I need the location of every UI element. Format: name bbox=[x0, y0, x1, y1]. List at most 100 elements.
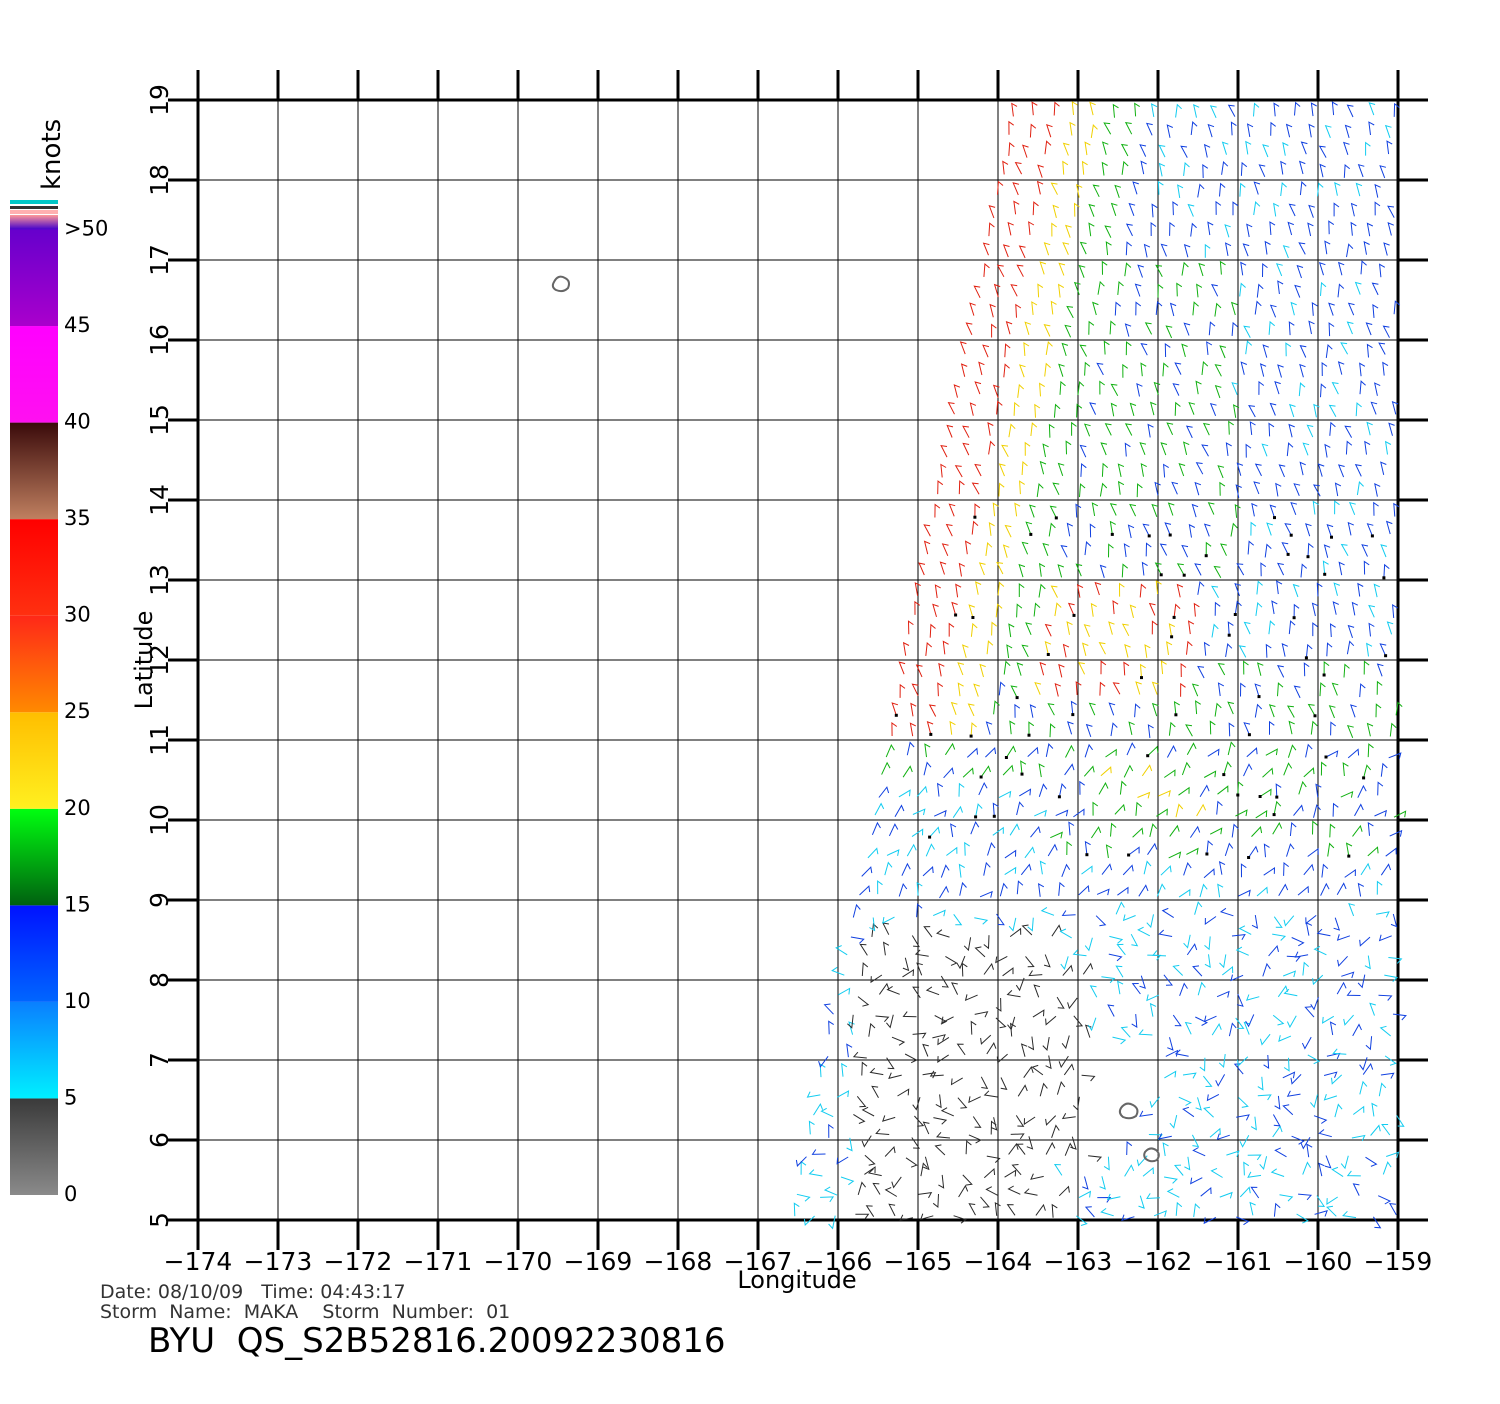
rain-flag-marker bbox=[1258, 795, 1262, 798]
wind-barb bbox=[1018, 245, 1026, 259]
wind-barb bbox=[957, 682, 964, 697]
rain-flag-marker bbox=[1330, 535, 1333, 539]
wind-barb bbox=[938, 1174, 945, 1189]
wind-barb bbox=[974, 381, 982, 395]
wind-barb bbox=[964, 994, 978, 1002]
wind-barb bbox=[1105, 844, 1113, 859]
wind-barb bbox=[1277, 364, 1284, 378]
wind-barb bbox=[1018, 364, 1026, 378]
wind-barb bbox=[1096, 888, 1110, 896]
wind-barb bbox=[1283, 915, 1295, 927]
wind-barb bbox=[929, 826, 940, 838]
wind-barb bbox=[934, 584, 941, 599]
wind-barb bbox=[958, 782, 965, 797]
wind-barb bbox=[1280, 160, 1287, 175]
wind-barb bbox=[1136, 382, 1143, 397]
wind-barb bbox=[1126, 742, 1136, 756]
wind-barb bbox=[1047, 703, 1055, 716]
wind-barb bbox=[1166, 422, 1174, 436]
wind-barb bbox=[1300, 141, 1308, 155]
wind-barb bbox=[884, 1146, 896, 1157]
wind-barb bbox=[1139, 144, 1147, 157]
latitude-tick-label: 10 bbox=[145, 804, 174, 836]
rain-flag-marker bbox=[1257, 695, 1261, 699]
wind-barb bbox=[1209, 1127, 1221, 1138]
wind-barb bbox=[1217, 662, 1226, 676]
rain-flag-marker bbox=[954, 613, 958, 617]
wind-barb bbox=[1028, 721, 1035, 736]
wind-barb bbox=[1038, 583, 1046, 598]
wind-barb bbox=[1211, 585, 1219, 598]
wind-barb bbox=[938, 662, 945, 677]
wind-barb bbox=[1139, 1110, 1153, 1117]
wind-barb bbox=[1058, 783, 1067, 797]
wind-barb bbox=[1262, 344, 1269, 358]
wind-barb bbox=[1005, 320, 1013, 335]
wind-barb bbox=[1371, 1102, 1378, 1117]
wind-barb bbox=[1353, 1105, 1365, 1115]
wind-barb bbox=[1121, 623, 1130, 637]
wind-barb bbox=[1333, 917, 1341, 931]
wind-barb bbox=[1062, 160, 1069, 175]
wind-barb bbox=[1294, 101, 1301, 116]
wind-barb bbox=[1249, 1201, 1256, 1216]
wind-barb bbox=[840, 1176, 855, 1186]
wind-barb bbox=[1200, 1186, 1212, 1197]
wind-barb bbox=[1290, 1074, 1302, 1085]
wind-barb bbox=[1121, 563, 1129, 578]
wind-barb bbox=[1337, 261, 1345, 276]
wind-barb bbox=[978, 562, 986, 576]
colorbar-tick-label: 15 bbox=[64, 892, 91, 916]
wind-barb bbox=[1165, 1049, 1179, 1057]
wind-barb bbox=[1008, 623, 1015, 638]
wind-barb bbox=[1073, 808, 1085, 818]
rain-flag-marker bbox=[1304, 656, 1308, 660]
wind-barb bbox=[1247, 1171, 1262, 1178]
wind-barb bbox=[1080, 463, 1087, 477]
wind-barb bbox=[1037, 164, 1044, 178]
longitude-tick-label: −169 bbox=[564, 1247, 633, 1276]
wind-barb bbox=[1231, 382, 1239, 395]
rain-flag-marker bbox=[1227, 633, 1231, 637]
wind-barb bbox=[1236, 462, 1244, 476]
wind-barb bbox=[1126, 1140, 1133, 1156]
wind-barb bbox=[952, 805, 963, 818]
wind-barb bbox=[1239, 1186, 1251, 1198]
wind-barb bbox=[902, 957, 910, 972]
wind-barb bbox=[1307, 703, 1316, 717]
wind-barb bbox=[1135, 801, 1142, 816]
wind-barb bbox=[945, 955, 958, 966]
wind-barb bbox=[1310, 720, 1318, 735]
wind-barb bbox=[1183, 161, 1190, 176]
colorbar-tick-label: 30 bbox=[64, 603, 91, 627]
wind-barb bbox=[1340, 790, 1354, 798]
wind-barb bbox=[1108, 953, 1123, 962]
wind-barb bbox=[902, 1011, 917, 1018]
wind-barb bbox=[1271, 600, 1278, 615]
storm-info-line: Storm Name: MAKA Storm Number: 01 bbox=[100, 1301, 510, 1323]
wind-barb bbox=[1183, 862, 1192, 876]
wind-barb bbox=[1040, 906, 1055, 916]
longitude-tick-label: −174 bbox=[164, 1247, 233, 1276]
latitude-tick-label: 11 bbox=[145, 724, 174, 756]
wind-barb bbox=[905, 1157, 918, 1168]
wind-barb bbox=[869, 1067, 884, 1076]
wind-barb bbox=[1348, 902, 1355, 917]
wind-barb bbox=[1025, 956, 1035, 968]
wind-barb bbox=[1031, 1064, 1044, 1076]
wind-barb bbox=[1344, 425, 1353, 438]
wind-barb bbox=[1386, 1151, 1400, 1159]
wind-barb bbox=[1209, 105, 1217, 119]
wind-barb bbox=[1227, 701, 1235, 715]
wind-barb bbox=[1004, 849, 1017, 859]
wind-barb bbox=[1316, 582, 1323, 597]
wind-barb bbox=[1362, 1062, 1374, 1075]
wind-barb bbox=[1007, 221, 1014, 236]
wind-barb bbox=[1101, 863, 1113, 875]
wind-barb bbox=[1202, 422, 1210, 436]
colorbar-band bbox=[10, 808, 58, 906]
wind-barb bbox=[1306, 424, 1314, 438]
wind-barb bbox=[940, 975, 949, 988]
wind-barb bbox=[1357, 882, 1365, 897]
